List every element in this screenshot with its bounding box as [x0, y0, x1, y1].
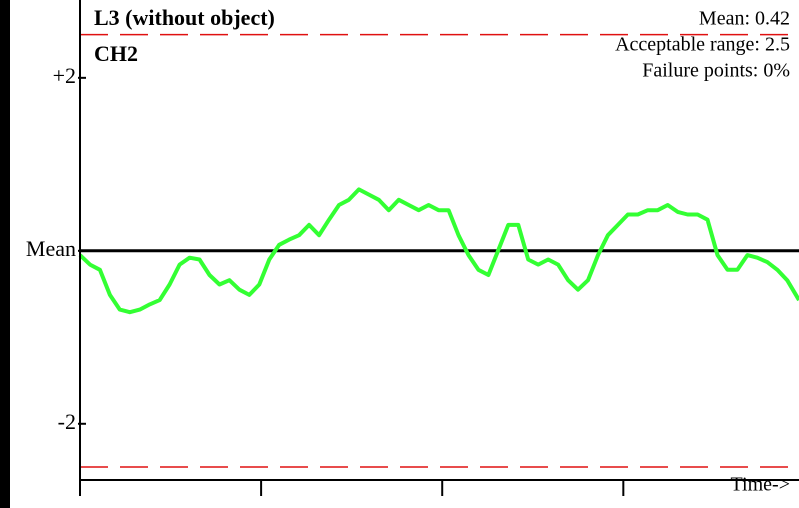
- y-tick-label: Mean: [26, 236, 76, 261]
- data-line: [78, 187, 799, 315]
- annotation: Mean: 0.42: [699, 8, 790, 30]
- chart-subtitle: CH2: [94, 41, 138, 66]
- annotation: Acceptable range: 2.5: [615, 34, 790, 56]
- annotation: Failure points: 0%: [642, 60, 790, 82]
- left-border: [0, 0, 10, 508]
- x-axis-label: Time->: [731, 474, 790, 496]
- chart-title: L3 (without object): [94, 5, 275, 30]
- y-tick-label: +2: [53, 63, 76, 88]
- y-tick-label: -2: [58, 409, 76, 434]
